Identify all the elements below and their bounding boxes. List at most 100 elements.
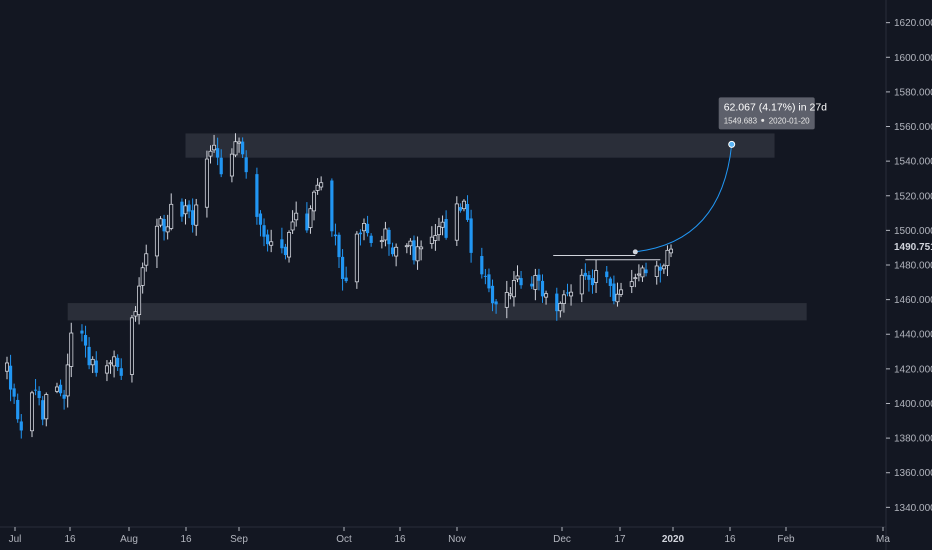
candle [640, 265, 645, 282]
x-tick-label: Nov [448, 534, 466, 545]
candle [354, 231, 359, 289]
candle [587, 270, 591, 292]
candle [87, 337, 91, 370]
candle [80, 324, 84, 342]
candle [636, 264, 641, 282]
candle [433, 224, 438, 251]
candle [137, 277, 142, 325]
candle [280, 227, 284, 254]
candle [555, 287, 559, 321]
candle [308, 205, 313, 234]
x-tick-label: Ma [876, 534, 890, 545]
x-tick-label: 16 [394, 534, 406, 545]
candle [654, 260, 659, 285]
candle [154, 218, 159, 269]
candle [312, 190, 317, 221]
x-tick-label: 2020 [662, 534, 685, 545]
candle [315, 178, 320, 195]
candle [530, 276, 534, 290]
candle [469, 209, 473, 263]
candle [569, 284, 574, 306]
candle [162, 214, 166, 241]
y-tick-label: 1540.000 [894, 157, 932, 168]
candle [165, 214, 170, 240]
y-tick-label: 1620.000 [894, 18, 932, 29]
candle [494, 298, 498, 314]
candle [358, 229, 363, 246]
projection-change-text: 62.067 (4.17%) in 27d [724, 101, 827, 113]
candle [8, 354, 13, 402]
support-resistance-zones [67, 133, 807, 321]
x-tick-label: Aug [120, 534, 138, 545]
candle [216, 137, 220, 166]
candle [340, 249, 345, 291]
projection-date-text: 2020-01-20 [769, 116, 810, 125]
candle [480, 247, 484, 279]
candle [112, 350, 117, 378]
candle [305, 202, 309, 233]
candle [187, 200, 191, 219]
projection-callout [718, 97, 815, 130]
candle [144, 244, 149, 272]
candle [191, 198, 195, 233]
candle [515, 265, 520, 283]
last-price-label: 1490.751 [894, 242, 932, 253]
candle [408, 238, 413, 255]
zone-rect-2[interactable] [67, 303, 807, 321]
candle [294, 201, 299, 227]
projection-price-text: 1549.683 [724, 116, 758, 125]
y-tick-label: 1480.000 [894, 261, 932, 272]
candle [487, 268, 491, 293]
price-axis[interactable]: 1620.000 1600.000 1580.000 1560.000 1540.000… [885, 0, 932, 550]
candle [287, 230, 292, 263]
candle [436, 217, 441, 241]
candle [361, 218, 366, 241]
zone-rect-1[interactable] [185, 133, 775, 158]
candle [633, 273, 638, 288]
y-tick-label: 1340.000 [894, 503, 932, 514]
candle [108, 359, 113, 374]
candle [58, 379, 63, 397]
candle [565, 283, 570, 297]
candle [104, 360, 109, 382]
candle [262, 218, 266, 247]
candle [290, 210, 295, 234]
candle [629, 269, 634, 294]
candle [415, 236, 420, 270]
y-tick-label: 1400.000 [894, 399, 932, 410]
candle [387, 227, 391, 256]
candle [511, 271, 516, 307]
candle [229, 148, 234, 183]
projection-end-dot[interactable] [728, 140, 736, 148]
y-tick-label: 1560.000 [894, 122, 932, 133]
projection-start-dot[interactable] [632, 249, 638, 255]
candle [129, 315, 134, 383]
candle [169, 193, 174, 231]
candle [561, 290, 566, 313]
candle [594, 259, 599, 293]
y-tick-label: 1500.000 [894, 226, 932, 237]
candle [540, 274, 545, 303]
candle [258, 210, 263, 237]
time-axis[interactable]: Jul 16 Aug 16 Sep Oct 16 Nov Dec 17 2020 16 Feb Ma [0, 526, 890, 545]
y-tick-label: 1600.000 [894, 53, 932, 64]
projection-curve[interactable] [635, 144, 733, 253]
candle [41, 396, 45, 426]
candle [330, 178, 334, 237]
y-tick-label: 1440.000 [894, 330, 932, 341]
candle [429, 226, 434, 249]
candle [241, 137, 245, 158]
candle [369, 233, 373, 247]
candlestick-series [5, 133, 674, 439]
candle [483, 268, 487, 285]
candle [194, 198, 199, 236]
candle [590, 269, 595, 294]
candle [461, 199, 466, 212]
candle [404, 243, 409, 254]
candle [608, 276, 612, 297]
candle [233, 133, 238, 158]
candle [615, 282, 620, 307]
candle [119, 358, 123, 380]
candle [490, 279, 495, 312]
